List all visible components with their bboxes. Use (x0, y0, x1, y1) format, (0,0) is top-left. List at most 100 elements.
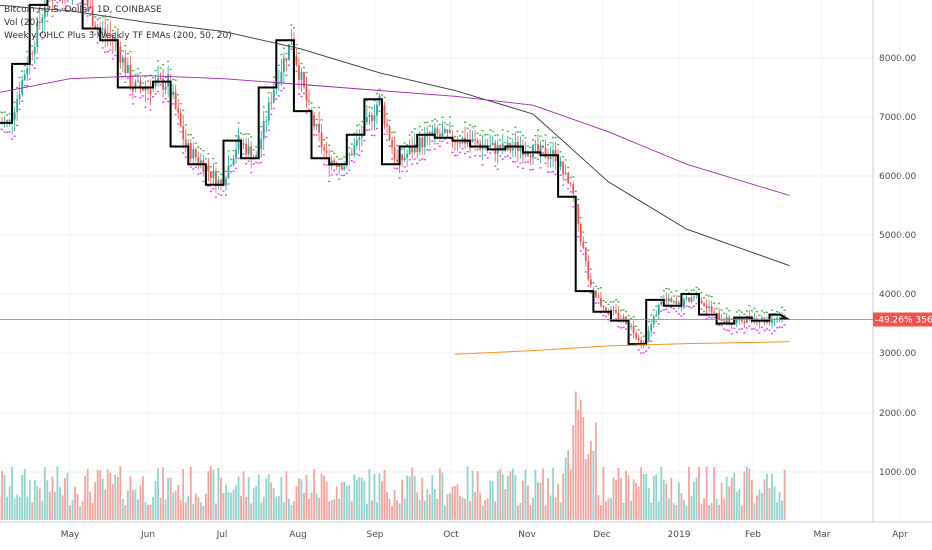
volume-bar (524, 469, 527, 520)
volume-bar (411, 467, 414, 520)
candle-body (743, 321, 746, 324)
volume-bar (552, 467, 554, 520)
volume-bar (479, 492, 482, 520)
weekly-high-dot (640, 332, 643, 334)
candle-body (537, 144, 539, 152)
weekly-low-dot (172, 103, 175, 105)
weekly-low-dot (23, 85, 26, 87)
weekly-low-dot (71, 8, 74, 11)
chart-legend: Bitcoin / U.S. Dollar, 1D, COINBASE Vol … (4, 4, 232, 43)
volume-bar (84, 475, 86, 520)
volume-bar (210, 466, 212, 520)
weekly-high-dot (348, 147, 351, 149)
volume-bar (11, 467, 14, 520)
volume-bar (353, 474, 356, 520)
weekly-high-dot (159, 67, 162, 69)
volume-bar (708, 504, 710, 520)
volume-bar (761, 492, 763, 520)
weekly-low-dot (6, 131, 9, 133)
volume-bar (31, 502, 34, 520)
volume-bar (48, 491, 51, 520)
volume-bar (527, 485, 529, 520)
weekly-low-dot (290, 48, 293, 50)
candle-body (667, 298, 670, 301)
candle-body (542, 145, 544, 148)
weekly-low-dot (436, 142, 439, 145)
weekly-high-dot (667, 288, 670, 290)
weekly-high-dot (114, 26, 117, 28)
weekly-high-dot (461, 131, 464, 133)
volume-bar (750, 479, 753, 520)
weekly-low-dot (479, 155, 482, 157)
candle-body (124, 57, 127, 74)
candle-body (401, 154, 404, 161)
candle-body (267, 102, 270, 121)
volume-bar (225, 484, 227, 520)
volume-bar (612, 477, 615, 520)
volume-bar (96, 469, 99, 520)
weekly-high-dot (758, 314, 761, 317)
volume-bar (574, 391, 577, 520)
volume-bar (177, 484, 180, 520)
weekly-low-dot (453, 154, 456, 157)
volume-bar (212, 469, 215, 520)
weekly-high-dot (496, 134, 499, 136)
weekly-high-dot (144, 75, 147, 78)
weekly-high-dot (310, 102, 313, 104)
volume-bar (655, 474, 658, 520)
candle-body (313, 114, 315, 127)
candle-body (730, 323, 733, 326)
weekly-high-dot (365, 99, 368, 102)
candle-body (184, 139, 187, 148)
volume-bar (683, 499, 685, 520)
volume-bar (121, 499, 124, 520)
weekly-low-dot (242, 153, 245, 155)
volume-bar (363, 480, 366, 520)
candle-body (552, 150, 554, 157)
weekly-low-dot (315, 134, 318, 136)
volume-bar (489, 480, 492, 520)
weekly-high-dot (542, 140, 545, 142)
weekly-high-dot (245, 133, 248, 135)
volume-bar (456, 484, 459, 520)
weekly-low-dot (554, 173, 557, 176)
weekly-low-dot (547, 171, 550, 173)
volume-bar (587, 454, 590, 520)
candle-body (16, 98, 19, 113)
candle-body (423, 135, 426, 147)
volume-bar (383, 469, 386, 520)
volume-bar (290, 505, 293, 520)
candle-body (320, 132, 323, 148)
volume-bar (421, 477, 424, 520)
weekly-high-dot (285, 52, 288, 55)
candle-body (720, 320, 723, 322)
weekly-high-dot (604, 301, 607, 304)
weekly-low-dot (441, 140, 444, 142)
weekly-high-dot (333, 152, 336, 155)
candle-body (459, 142, 461, 144)
candle-body (396, 159, 398, 162)
weekly-high-dot (557, 143, 560, 146)
weekly-high-dot (448, 116, 451, 118)
candle-body (524, 152, 527, 155)
weekly-low-dot (398, 177, 401, 179)
weekly-low-dot (506, 155, 509, 157)
candle-body (308, 100, 310, 102)
volume-bar (476, 471, 479, 520)
volume-bar (594, 422, 597, 520)
weekly-high-dot (612, 300, 615, 303)
weekly-high-dot (325, 137, 328, 139)
volume-bar (285, 471, 288, 520)
weekly-low-dot (466, 150, 469, 153)
weekly-low-dot (567, 188, 570, 190)
volume-bar (144, 501, 147, 520)
weekly-high-dot (121, 50, 124, 52)
volume-bar (124, 505, 127, 520)
weekly-low-dot (245, 163, 248, 165)
candle-body (532, 144, 534, 158)
volume-bar (46, 480, 49, 520)
weekly-low-dot (499, 155, 502, 157)
weekly-low-dot (162, 101, 165, 103)
weekly-low-dot (459, 151, 461, 154)
